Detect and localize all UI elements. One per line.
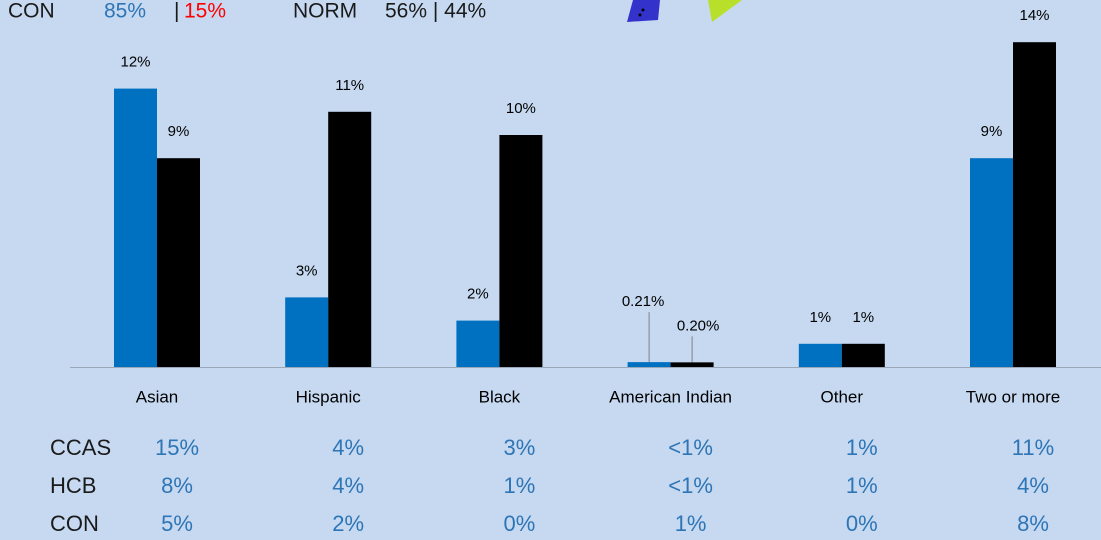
table-cell: 4% — [332, 473, 364, 498]
value-label: 14% — [1019, 7, 1049, 24]
x-tick-label: Black — [479, 387, 521, 406]
table-cell: 4% — [332, 435, 364, 460]
table-cell: <1% — [668, 435, 713, 460]
chart: CON 85% | 15% NORM 56% | 44% Asian 12% 9% H… — [0, 0, 1101, 540]
bar — [970, 158, 1013, 367]
bar — [499, 135, 542, 367]
header-value: 15% — [184, 0, 226, 23]
value-label: 9% — [168, 123, 190, 140]
header-label: NORM — [293, 0, 357, 23]
bar — [114, 89, 157, 367]
bar — [157, 158, 200, 367]
value-label: 1% — [809, 309, 831, 326]
value-label: 11% — [335, 77, 364, 94]
value-label: 9% — [981, 123, 1003, 140]
x-tick-label: Asian — [136, 387, 179, 406]
header-label: CON — [8, 0, 55, 23]
table-cell: 1% — [675, 511, 707, 536]
table-cell: 8% — [1017, 511, 1049, 536]
header-value: 85% — [104, 0, 146, 23]
table-cell: 15% — [155, 435, 199, 460]
value-label: 1% — [852, 309, 874, 326]
table-cell: 1% — [846, 435, 878, 460]
row-label: CON — [50, 511, 99, 536]
x-tick-label: Other — [821, 387, 864, 406]
header-value: 56% | 44% — [385, 0, 486, 23]
row-label: HCB — [50, 473, 96, 498]
value-label: 3% — [296, 262, 318, 279]
table-cell: 0% — [846, 511, 878, 536]
bar — [1013, 42, 1056, 367]
bar — [285, 297, 328, 367]
value-label: 0.21% — [622, 293, 665, 310]
bar — [671, 362, 714, 367]
table-cell: 2% — [332, 511, 364, 536]
table-cell: 5% — [161, 511, 193, 536]
x-tick-label: Hispanic — [296, 387, 362, 406]
value-label: 0.20% — [677, 317, 720, 334]
table-cell: 1% — [504, 473, 536, 498]
value-label: 2% — [467, 286, 489, 303]
x-tick-label: Two or more — [966, 387, 1060, 406]
value-label: 12% — [120, 54, 150, 71]
value-label: 10% — [506, 100, 536, 117]
icon-dot — [642, 9, 645, 12]
header-separator: | — [174, 0, 179, 23]
bar — [628, 362, 671, 367]
table-cell: 1% — [846, 473, 878, 498]
row-label: CCAS — [50, 435, 111, 460]
table-cell: 8% — [161, 473, 193, 498]
icon-dot — [639, 14, 642, 17]
x-tick-label: American Indian — [609, 387, 732, 406]
bar — [842, 344, 885, 367]
bar — [328, 112, 371, 367]
bar — [799, 344, 842, 367]
table-cell: 11% — [1012, 435, 1054, 460]
bar — [456, 321, 499, 367]
table-cell: 3% — [504, 435, 536, 460]
table-cell: 0% — [504, 511, 536, 536]
table-cell: <1% — [668, 473, 713, 498]
table-cell: 4% — [1017, 473, 1049, 498]
